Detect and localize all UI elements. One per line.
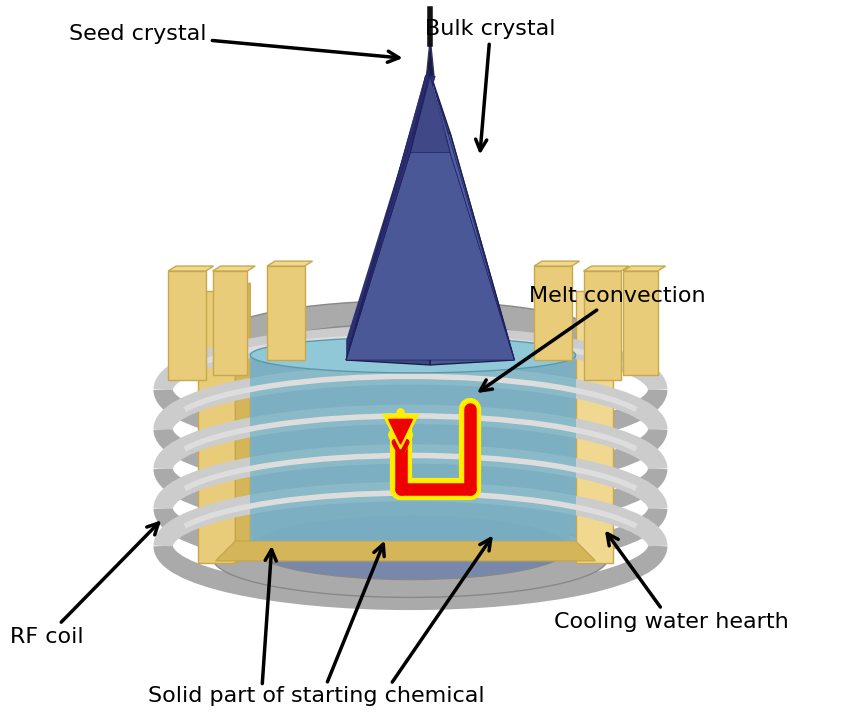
Polygon shape bbox=[346, 132, 514, 360]
Polygon shape bbox=[216, 541, 595, 561]
Polygon shape bbox=[168, 266, 213, 271]
Ellipse shape bbox=[252, 516, 569, 580]
Polygon shape bbox=[346, 76, 435, 360]
Polygon shape bbox=[575, 291, 613, 563]
Polygon shape bbox=[267, 266, 304, 360]
Text: Cooling water hearth: Cooling water hearth bbox=[554, 534, 789, 632]
Text: Bulk crystal: Bulk crystal bbox=[425, 19, 556, 151]
Ellipse shape bbox=[252, 324, 569, 387]
Text: Seed crystal: Seed crystal bbox=[69, 24, 399, 62]
Polygon shape bbox=[212, 266, 255, 271]
Polygon shape bbox=[534, 261, 580, 266]
Polygon shape bbox=[346, 73, 430, 360]
Text: RF coil: RF coil bbox=[10, 523, 159, 647]
Polygon shape bbox=[198, 291, 235, 563]
Polygon shape bbox=[411, 76, 450, 152]
Polygon shape bbox=[250, 355, 575, 541]
Text: Melt convection: Melt convection bbox=[480, 286, 706, 391]
Ellipse shape bbox=[212, 518, 609, 597]
Polygon shape bbox=[588, 340, 609, 557]
Polygon shape bbox=[232, 340, 588, 557]
Polygon shape bbox=[426, 38, 434, 78]
Polygon shape bbox=[252, 355, 569, 548]
Polygon shape bbox=[388, 419, 412, 444]
Polygon shape bbox=[584, 266, 629, 271]
Polygon shape bbox=[430, 73, 514, 360]
Ellipse shape bbox=[250, 337, 575, 373]
Polygon shape bbox=[267, 261, 313, 266]
Polygon shape bbox=[346, 132, 430, 365]
Polygon shape bbox=[623, 266, 666, 271]
Polygon shape bbox=[584, 271, 621, 380]
Text: Solid part of starting chemical: Solid part of starting chemical bbox=[148, 686, 484, 707]
Polygon shape bbox=[346, 83, 428, 360]
Ellipse shape bbox=[212, 300, 609, 380]
Polygon shape bbox=[534, 266, 572, 360]
Polygon shape bbox=[623, 271, 658, 375]
Polygon shape bbox=[235, 283, 250, 563]
Polygon shape bbox=[434, 83, 514, 360]
Polygon shape bbox=[346, 132, 411, 360]
Polygon shape bbox=[382, 414, 418, 449]
Polygon shape bbox=[212, 340, 232, 557]
Polygon shape bbox=[212, 271, 247, 375]
Polygon shape bbox=[430, 132, 514, 365]
Polygon shape bbox=[411, 68, 430, 152]
Polygon shape bbox=[168, 271, 206, 380]
